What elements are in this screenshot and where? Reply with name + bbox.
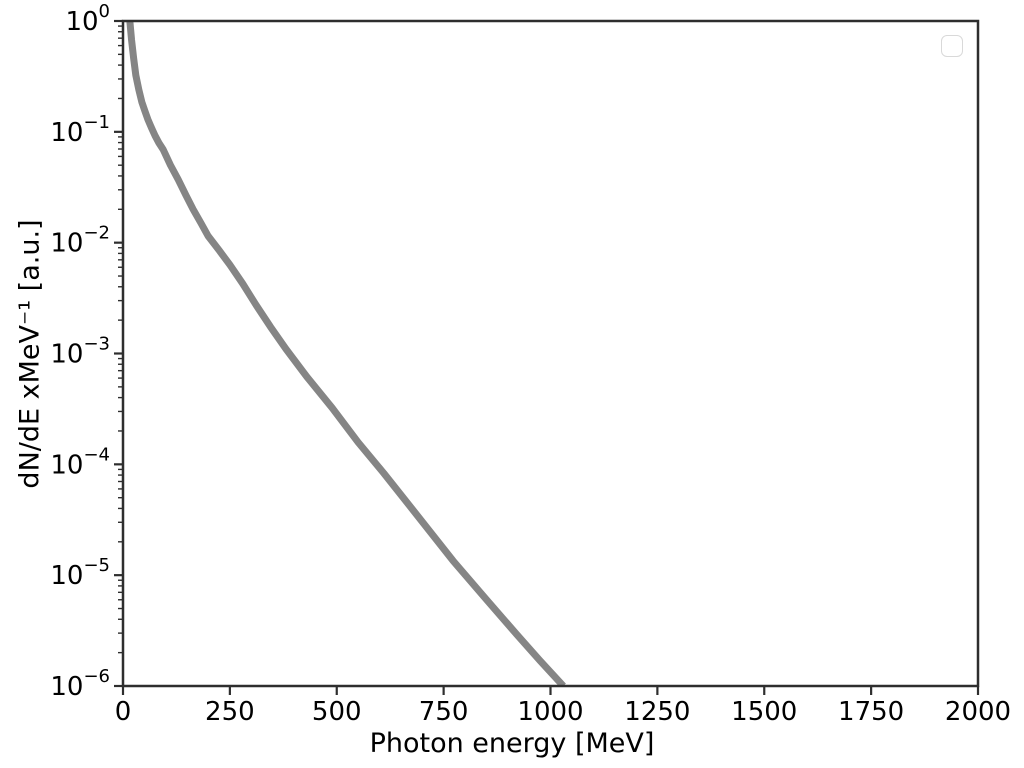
x-tick-label: 750	[419, 697, 469, 727]
legend-box	[941, 35, 963, 57]
y-tick-label: 10−3	[50, 334, 110, 370]
y-tick-label: 100	[65, 1, 110, 37]
x-tick-label: 1250	[624, 697, 690, 727]
y-tick-label: 10−6	[50, 666, 110, 702]
x-axis-label: Photon energy [MeV]	[369, 728, 655, 759]
y-tick-label: 10−5	[50, 555, 110, 591]
x-tick-label: 1000	[517, 697, 583, 727]
y-tick-label: 10−4	[50, 444, 110, 480]
spectrum-curve	[126, 21, 566, 686]
x-tick-label: 2000	[945, 697, 1011, 727]
x-tick-label: 500	[312, 697, 362, 727]
y-axis-label: dN/dE xMeV⁻¹ [a.u.]	[14, 219, 46, 489]
x-tick-label: 0	[115, 697, 132, 727]
tick-labels: 0 250 500 750 1000 1250 1500 1750 2000 100 10−1 10−…	[50, 1, 1011, 727]
x-tick-label: 250	[205, 697, 255, 727]
data-curve	[126, 21, 566, 686]
y-tick-label: 10−2	[50, 223, 110, 259]
plot-spines	[121, 19, 980, 688]
y-tick-label: 10−1	[50, 112, 110, 148]
axis-major-ticks	[114, 19, 980, 695]
x-tick-label: 1750	[838, 697, 904, 727]
x-tick-label: 1500	[731, 697, 797, 727]
